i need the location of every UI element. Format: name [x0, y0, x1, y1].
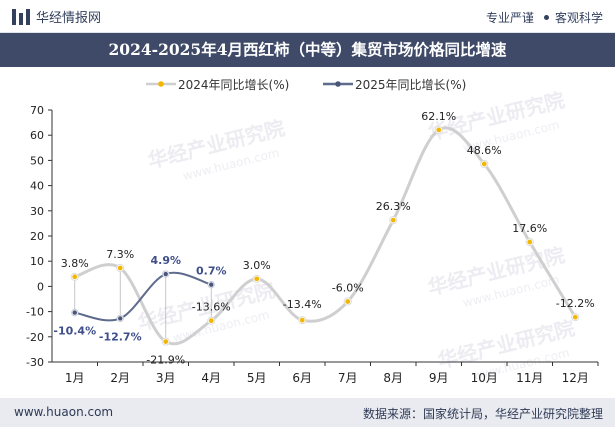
legend: 2024年同比增长(%) 2025年同比增长(%)	[146, 78, 466, 92]
series-2024-point	[481, 161, 487, 167]
series	[70, 125, 580, 346]
y-tick-label: -20	[26, 331, 44, 344]
series-2024-point	[345, 299, 351, 304]
series-2024-data-label: -13.6%	[192, 301, 231, 314]
watermarks: 华经产业研究院www.huaon.com华经产业研究院www.huaon.com…	[135, 88, 577, 383]
x-tick-label: 12月	[562, 371, 589, 385]
x-tick-label: 9月	[429, 371, 449, 385]
series-2024-point	[527, 239, 533, 245]
axes: -30 -20 -10 0 10 20 30 40 50 60 70 1月 2月 3月 4月 5月 6月 7月 8月…	[26, 104, 599, 385]
series-2024-point	[572, 314, 578, 320]
x-tick-label: 2月	[110, 371, 130, 385]
y-tick-label: 0	[37, 280, 44, 293]
footer-source: 数据来源：国家统计局，华经产业研究院整理	[362, 407, 603, 421]
slogan: 专业严谨 客观科学	[486, 9, 603, 26]
series-2025-data-label: 0.7%	[196, 265, 227, 278]
legend-2024-marker	[158, 81, 164, 87]
series-2024-data-label: -12.2%	[556, 297, 595, 310]
legend-2024-label: 2024年同比增长(%)	[178, 78, 289, 92]
line-chart: 华经产业研究院www.huaon.com华经产业研究院www.huaon.com…	[26, 78, 599, 385]
y-tick-label: 30	[30, 205, 44, 218]
series-2024-point	[254, 276, 260, 282]
x-tick-label: 4月	[201, 371, 221, 385]
series-2024-data-label: 3.8%	[61, 257, 89, 270]
top-bar: 华经情报网 专业严谨 客观科学	[0, 0, 615, 33]
footer-url[interactable]: www.huaon.com	[14, 405, 114, 419]
y-tick-label: 50	[30, 154, 44, 167]
y-tick-label: 10	[30, 255, 44, 268]
series-2024-point	[163, 339, 169, 344]
y-tick-label: -10	[26, 306, 44, 319]
series-2025-point	[118, 316, 123, 321]
brand[interactable]: 华经情报网	[12, 7, 101, 26]
series-2024-data-label: 26.3%	[376, 200, 411, 213]
series-2024-data-label: -13.4%	[283, 298, 322, 311]
series-2025-line	[74, 271, 212, 322]
x-tick-label: 8月	[383, 371, 403, 385]
slogan-dot-icon	[543, 15, 549, 20]
x-tick-label: 6月	[292, 371, 312, 385]
series-2024-data-label: 17.6%	[512, 222, 547, 235]
x-tick-label: 11月	[516, 371, 543, 385]
slogan-left: 专业严谨	[485, 11, 534, 25]
footer: www.huaon.com 数据来源：国家统计局，华经产业研究院整理	[0, 398, 615, 427]
series-2024-point	[72, 274, 78, 280]
series-2025-data-label: -10.4%	[53, 325, 96, 338]
chart-title: 2024-2025年4月西红柿（中等）集贸市场价格同比增速	[0, 33, 615, 67]
series-2024-data-label: -21.9%	[146, 354, 185, 367]
y-tick-label: 20	[30, 230, 44, 243]
legend-2025-label: 2025年同比增长(%)	[355, 78, 466, 92]
series-2024-data-label: 62.1%	[421, 110, 456, 123]
series-2024-data-label: 3.0%	[243, 259, 271, 272]
legend-2025-marker	[335, 81, 341, 87]
series-2025-data-label: -12.7%	[99, 330, 142, 343]
series-2024-point	[390, 217, 396, 223]
series-2024-point	[117, 265, 123, 271]
x-tick-label: 10月	[471, 371, 498, 385]
series-2025-point	[209, 282, 214, 287]
y-tick-label: 60	[30, 129, 44, 142]
y-tick-label: 70	[30, 104, 44, 117]
series-2025-data-label: 4.9%	[150, 254, 181, 267]
series-2024-point	[436, 127, 442, 133]
series-2025-point	[72, 310, 77, 315]
data-labels: 3.8% 7.3% -21.9% -13.6% 3.0% -13.4% -6.0% 26.3%…	[53, 110, 594, 367]
slogan-right: 客观科学	[554, 11, 603, 25]
x-tick-label: 1月	[65, 371, 85, 385]
x-tick-label: 7月	[338, 371, 358, 385]
series-2024-data-label: 7.3%	[106, 248, 134, 261]
x-tick-label: 3月	[156, 371, 176, 385]
y-tick-label: -30	[26, 356, 44, 369]
series-2024-point	[299, 317, 305, 323]
brand-logo-icon	[12, 8, 30, 25]
x-tick-label: 5月	[247, 371, 267, 385]
series-2025-point	[163, 271, 168, 277]
series-2024-data-label: -6.0%	[332, 282, 364, 295]
series-2024-point	[208, 318, 214, 324]
y-tick-label: 40	[30, 180, 44, 193]
brand-name: 华经情报网	[36, 11, 102, 26]
series-2024-data-label: 48.6%	[467, 144, 502, 157]
